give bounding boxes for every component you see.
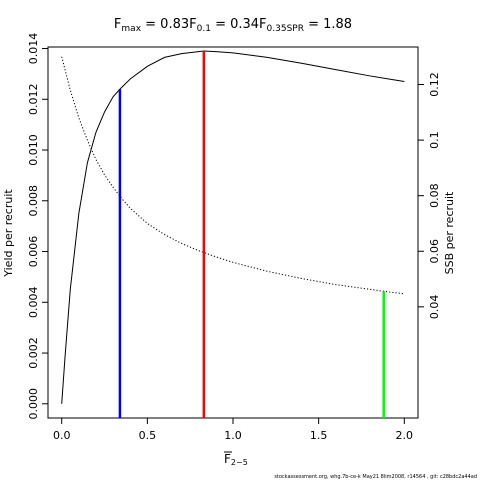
x-tick-label: 2.0 [396, 429, 414, 442]
title-fmax-sub: max [121, 24, 141, 34]
title-f01-value: = 0.34 [211, 17, 259, 32]
y-axis-label-left: Yield per recruit [2, 189, 15, 278]
title-f035-sub: 0.35SPR [267, 24, 304, 34]
title-f035-main: F [259, 17, 266, 32]
x-tick-label: 1.5 [310, 429, 328, 442]
title-f01-main: F [189, 17, 196, 32]
footer-note: stockassessment.org, whg.7b-ce-k May21 8… [274, 474, 477, 480]
y-left-tick-label: 0.006 [27, 236, 40, 268]
chart-title: Fmax = 0.83F0.1 = 0.34F0.35SPR = 1.88 [114, 17, 352, 34]
x-tick-label: 0.0 [53, 429, 71, 442]
title-fmax-value: = 0.83 [141, 17, 189, 32]
title-fmax-main: F [114, 17, 121, 32]
y-left-tick-label: 0.000 [27, 388, 40, 420]
title-f035-value: = 1.88 [304, 17, 352, 32]
ssb-per-recruit-curve [61, 56, 405, 295]
x-tick-label: 0.5 [139, 429, 157, 442]
plot-area: 0.0 0.5 1.0 1.5 2.0 0.000 0.002 0.004 0.006 0.008… [27, 33, 441, 442]
y-axis-label-right: SSB per recruit [443, 191, 456, 274]
y-right-tick-label: 0.04 [428, 295, 441, 320]
y-right-tick-label: 0.08 [428, 183, 441, 208]
y-left-tick-label: 0.012 [27, 84, 40, 116]
yield-per-recruit-curve [61, 50, 405, 404]
x-tick-label: 1.0 [224, 429, 242, 442]
y-right-tick-label: 0.12 [428, 72, 441, 97]
y-left-tick-label: 0.014 [27, 33, 40, 64]
y-right-tick-label: 0.06 [428, 239, 441, 264]
title-f01-sub: 0.1 [197, 24, 211, 34]
y-left-tick-label: 0.004 [27, 287, 40, 319]
y-right-tick-label: 0.1 [428, 131, 441, 149]
x-axis-label: F2−5 [224, 451, 248, 467]
y-left-tick-label: 0.010 [27, 134, 40, 166]
svg-text:F2−5: F2−5 [224, 452, 248, 467]
y-left-tick-label: 0.008 [27, 185, 40, 217]
x-axis-label-sub: 2−5 [231, 458, 248, 467]
y-left-tick-label: 0.002 [27, 337, 40, 369]
x-axis-label-main: F [224, 452, 231, 466]
